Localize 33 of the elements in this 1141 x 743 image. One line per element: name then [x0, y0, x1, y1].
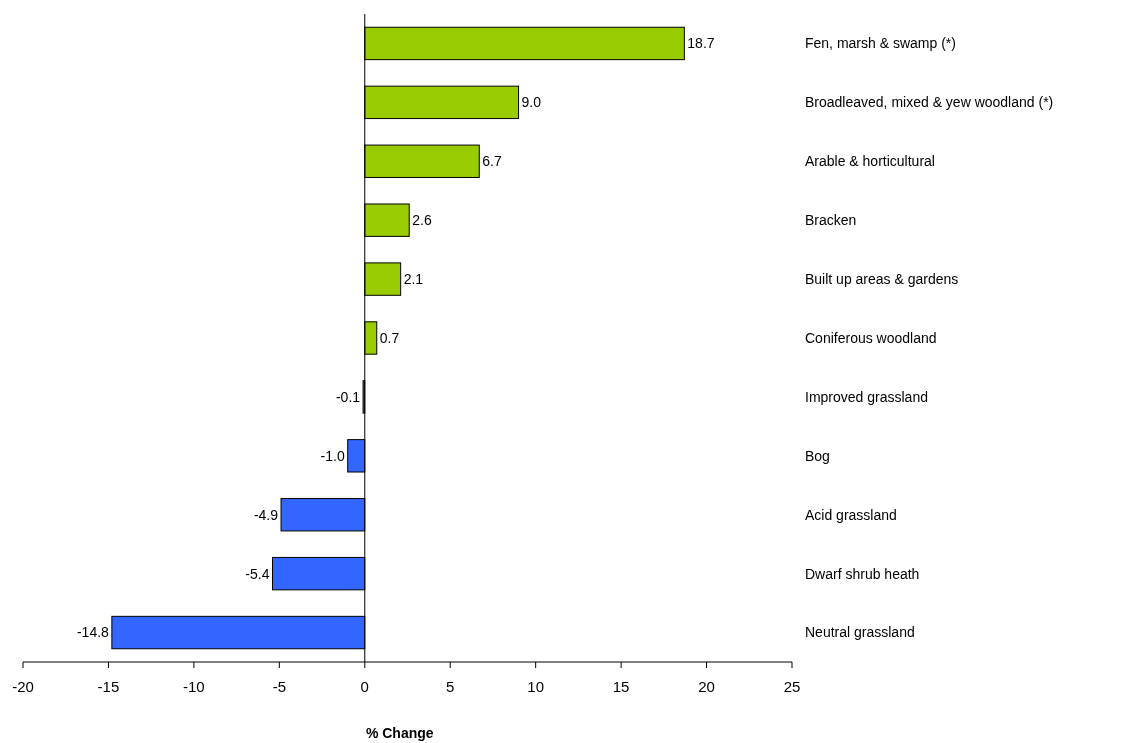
y-tick-label: Built up areas & gardens	[805, 270, 959, 287]
x-tick-label: -10	[183, 678, 205, 695]
x-tick-label: -15	[97, 678, 120, 695]
data-label: -14.8	[76, 624, 110, 641]
y-tick-label: Broadleaved, mixed & yew woodland (*)	[805, 94, 1054, 111]
y-tick-label: Bog	[805, 447, 830, 464]
x-axis-title: % Change	[365, 725, 434, 741]
y-tick-label: Dwarf shrub heath	[805, 565, 920, 582]
y-tick-label: Arable & horticultural	[805, 153, 935, 170]
x-tick-label: 10	[527, 678, 545, 695]
x-tick-label: 20	[698, 678, 715, 695]
data-label: 2.6	[412, 212, 432, 229]
data-label: 6.7	[482, 153, 502, 170]
y-tick-label: Neutral grassland	[805, 624, 915, 641]
data-label: -1.0	[320, 447, 345, 464]
y-tick-label: Coniferous woodland	[805, 329, 937, 346]
data-label: -0.1	[335, 388, 361, 405]
data-label: 18.7	[687, 35, 715, 52]
x-tick-label: 5	[446, 678, 455, 695]
y-tick-label: Improved grassland	[805, 388, 928, 405]
data-label: 2.1	[403, 270, 424, 287]
x-tick-label: 0	[360, 678, 369, 695]
data-label: 0.7	[379, 329, 400, 346]
data-label: -5.4	[245, 565, 270, 582]
x-tick-label: -5	[272, 678, 287, 695]
y-tick-label: Fen, marsh & swamp (*)	[805, 35, 956, 52]
x-tick-label: 15	[612, 678, 630, 695]
data-label: -4.9	[253, 506, 279, 523]
x-tick-label: -20	[12, 678, 34, 695]
data-label: 9.0	[521, 94, 542, 111]
y-tick-label: Bracken	[805, 212, 857, 229]
x-tick-label: 25	[783, 678, 801, 695]
y-tick-label: Acid grassland	[805, 506, 897, 523]
